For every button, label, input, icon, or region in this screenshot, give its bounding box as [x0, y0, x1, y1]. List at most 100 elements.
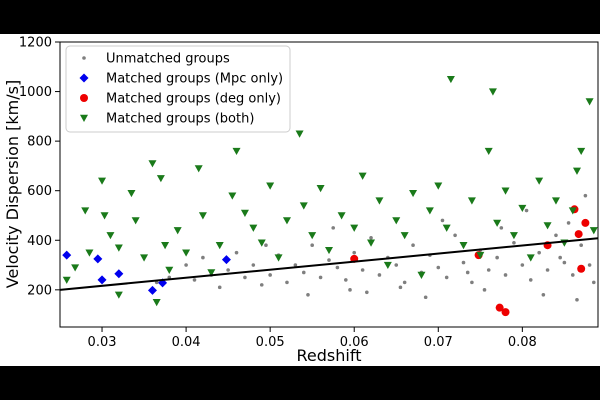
data-point-series3-68	[152, 299, 161, 307]
data-point-series1-6	[221, 255, 231, 265]
data-point-series0-26	[377, 273, 382, 277]
x-tick-label: 0.03	[88, 335, 117, 350]
data-point-series3-30	[299, 202, 308, 210]
data-point-series3-42	[409, 189, 418, 198]
data-point-series0-36	[461, 260, 466, 265]
data-point-series0-48	[562, 260, 567, 265]
data-point-series3-22	[232, 147, 241, 156]
y-tick-label: 1000	[19, 85, 52, 100]
data-point-series3-26	[266, 182, 275, 190]
data-point-series2-3	[501, 308, 510, 317]
data-point-series0-51	[587, 263, 592, 267]
data-point-series1-1	[93, 254, 103, 264]
data-point-series3-44	[425, 207, 434, 215]
y-tick-label: 200	[27, 283, 52, 298]
data-point-series3-6	[106, 232, 115, 240]
data-point-series0-4	[192, 278, 197, 282]
y-tick-label: 600	[27, 184, 52, 199]
legend-label: Unmatched groups	[106, 52, 230, 67]
data-point-series0-8	[226, 268, 230, 272]
data-point-series0-3	[184, 263, 188, 267]
data-point-series2-8	[581, 218, 590, 227]
y-tick-label: 800	[27, 135, 52, 150]
data-point-series3-49	[467, 197, 476, 205]
x-axis-label: Redshift	[297, 346, 362, 365]
data-point-series3-1	[71, 264, 80, 272]
data-point-series0-30	[411, 243, 415, 248]
data-point-series3-9	[131, 217, 140, 225]
data-point-series0-56	[482, 288, 487, 292]
data-point-series0-23	[352, 250, 357, 255]
data-point-series2-7	[577, 264, 586, 273]
scatter-chart: 0.03 0.04 0.05 0.06 0.07 0.08 200 400 600 800 100…	[3, 36, 599, 365]
data-point-series0-53	[306, 292, 310, 297]
data-point-series3-55	[509, 232, 518, 240]
data-point-series2-2	[495, 303, 504, 312]
legend-marker	[80, 114, 88, 122]
data-point-series0-29	[402, 280, 407, 285]
data-point-series3-47	[446, 75, 455, 84]
data-point-series3-18	[198, 212, 207, 220]
x-tick-label: 0.07	[424, 335, 453, 350]
data-point-series3-28	[282, 217, 291, 225]
data-point-series3-19	[207, 269, 216, 277]
data-point-series0-13	[268, 273, 272, 277]
data-point-series3-57	[526, 254, 535, 262]
data-point-series3-43	[417, 271, 426, 279]
data-point-series3-3	[85, 249, 94, 257]
data-point-series0-65	[558, 255, 562, 260]
data-point-series0-41	[503, 273, 508, 277]
data-point-series3-62	[568, 207, 577, 215]
x-tick-label: 0.06	[340, 335, 369, 350]
data-point-series1-2	[97, 275, 107, 285]
legend-marker	[82, 56, 86, 60]
data-point-series0-55	[423, 295, 428, 300]
data-point-series3-8	[127, 189, 136, 198]
data-point-series0-12	[259, 283, 264, 287]
data-point-series1-3	[114, 269, 124, 279]
data-point-series3-52	[488, 88, 497, 96]
data-point-series3-7	[114, 244, 123, 252]
data-point-series3-63	[572, 167, 581, 175]
data-point-series0-61	[524, 208, 529, 213]
data-point-series0-54	[365, 290, 369, 295]
data-point-series3-25	[257, 239, 266, 247]
x-axis: 0.03 0.04 0.05 0.06 0.07 0.08	[88, 327, 537, 350]
data-point-series3-37	[367, 239, 376, 247]
legend-label: Matched groups (both)	[106, 112, 254, 127]
data-point-series0-5	[201, 255, 205, 260]
data-point-series0-15	[285, 280, 289, 285]
data-point-series3-56	[518, 204, 527, 213]
data-point-series3-29	[295, 130, 304, 138]
data-point-series3-23	[240, 209, 249, 217]
data-point-series3-51	[484, 147, 493, 156]
legend: Unmatched groups Matched groups (Mpc only…	[65, 45, 291, 133]
data-point-series0-68	[499, 226, 504, 230]
data-point-series0-7	[217, 285, 222, 290]
data-point-series3-66	[589, 227, 598, 235]
data-point-series0-19	[318, 275, 323, 280]
legend-box	[65, 45, 291, 133]
data-point-series3-21	[228, 192, 237, 200]
x-tick-label: 0.05	[256, 335, 285, 350]
data-point-series3-41	[400, 232, 409, 240]
data-point-series0-28	[394, 263, 399, 267]
data-point-series3-59	[543, 222, 552, 230]
legend-label: Matched groups (deg only)	[106, 92, 281, 107]
legend-marker	[79, 73, 89, 83]
data-point-series3-40	[392, 217, 401, 225]
data-point-series3-12	[156, 175, 165, 183]
data-point-series0-58	[575, 297, 579, 302]
data-point-series0-62	[583, 193, 588, 198]
data-point-series0-66	[264, 243, 268, 248]
data-point-series3-0	[62, 276, 71, 284]
data-point-series3-24	[249, 224, 258, 232]
data-point-series3-65	[585, 98, 594, 106]
data-point-series3-17	[194, 165, 203, 173]
data-point-series0-52	[591, 280, 596, 285]
data-point-series0-34	[444, 275, 449, 280]
data-point-series0-63	[398, 285, 403, 290]
y-tick-label: 1200	[19, 36, 52, 51]
data-point-series3-4	[98, 177, 107, 185]
legend-marker	[80, 94, 88, 102]
